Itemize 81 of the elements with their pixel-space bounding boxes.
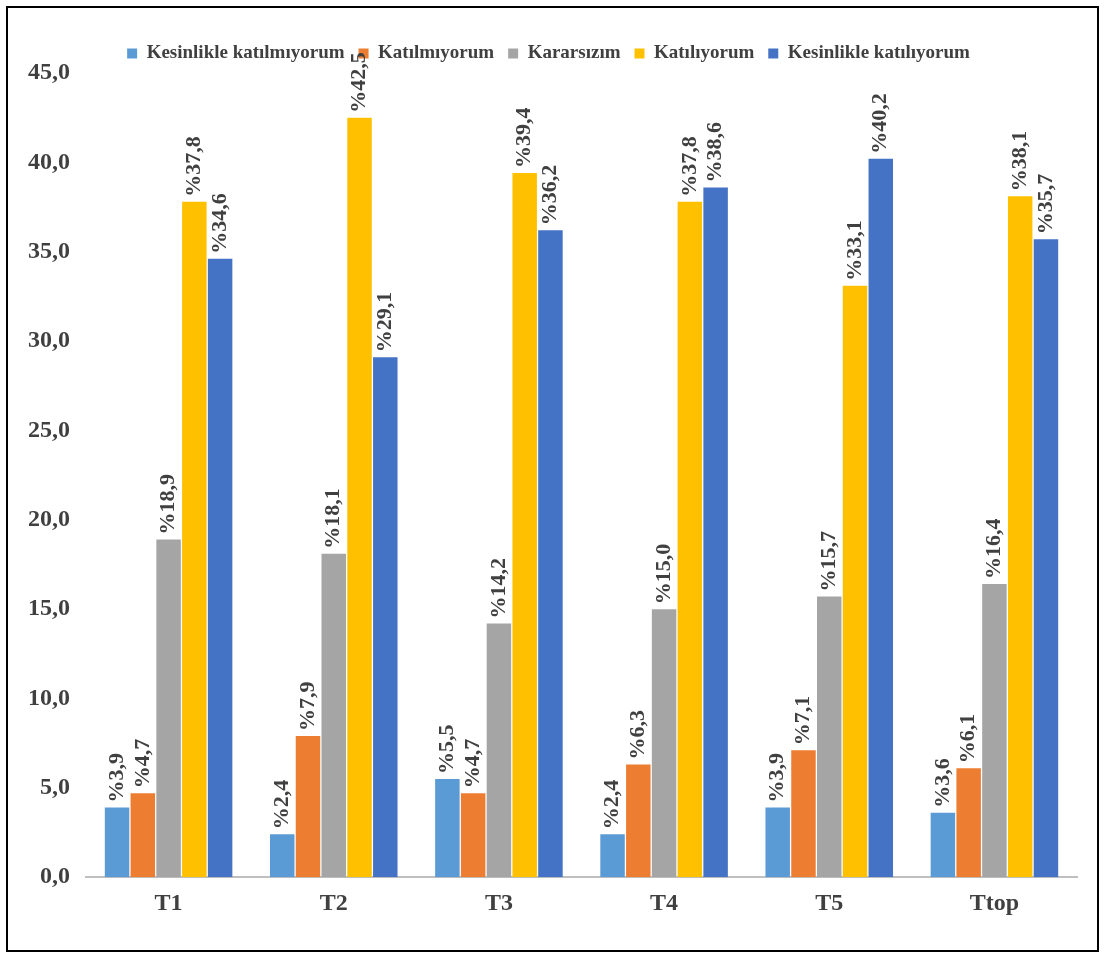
data-label: %14,2 — [484, 557, 510, 619]
data-label: %3,9 — [763, 753, 789, 803]
data-label: %4,7 — [128, 738, 154, 789]
legend-label: Kesinlikle katılmıyorum — [146, 41, 345, 63]
bar — [460, 793, 486, 878]
y-tick-label: 10,0 — [28, 683, 70, 710]
legend-label: Kararsızım — [527, 41, 621, 63]
bar — [435, 778, 460, 878]
bar — [512, 173, 537, 878]
y-tick-label: 45,0 — [28, 58, 70, 85]
data-label: %15,0 — [649, 543, 675, 605]
bar — [207, 258, 233, 878]
data-label: %38,6 — [701, 121, 727, 183]
bar — [868, 158, 894, 878]
x-tick-label: T4 — [650, 888, 679, 915]
data-label: %40,2 — [866, 93, 892, 154]
data-label: %6,3 — [624, 710, 649, 760]
bar — [1033, 239, 1059, 878]
data-label: %18,9 — [154, 473, 180, 535]
data-label: %37,8 — [675, 136, 701, 197]
data-label: %38,1 — [1005, 130, 1031, 192]
bar — [295, 736, 321, 878]
bar — [1007, 196, 1033, 878]
data-label: %7,1 — [789, 695, 815, 746]
x-tick-label: T3 — [484, 888, 513, 915]
bar — [791, 750, 816, 878]
x-tick-label: T2 — [319, 888, 348, 915]
y-tick-label: 15,0 — [28, 594, 70, 621]
bar — [104, 807, 130, 878]
legend-label: Katılmıyorum — [378, 41, 495, 63]
data-label: %15,7 — [814, 531, 840, 592]
data-label: %29,1 — [370, 291, 396, 353]
bar — [538, 230, 563, 878]
x-tick-label: T5 — [815, 888, 844, 915]
bar — [486, 623, 512, 878]
data-label: %42,5 — [345, 52, 371, 113]
y-tick-label: 40,0 — [28, 147, 70, 174]
bar — [156, 539, 181, 878]
data-label: %5,5 — [433, 724, 459, 774]
y-tick-label: 5,0 — [40, 773, 70, 800]
data-label: %36,2 — [536, 164, 562, 226]
bar — [982, 584, 1007, 878]
data-label: %4,7 — [458, 738, 484, 789]
bar — [817, 596, 842, 878]
data-label: %18,1 — [319, 488, 345, 549]
bar — [765, 807, 790, 878]
y-tick-label: 25,0 — [28, 415, 70, 442]
bar — [626, 764, 651, 878]
data-label: %16,4 — [980, 518, 1006, 580]
y-tick-label: 20,0 — [28, 504, 70, 531]
bar — [321, 553, 346, 878]
data-label: %34,6 — [205, 193, 231, 254]
bar — [130, 793, 156, 878]
bar — [373, 357, 398, 878]
data-label: %2,4 — [267, 779, 293, 830]
data-label: %3,6 — [928, 758, 954, 808]
bar — [347, 117, 372, 878]
x-tick-label: Ttop — [969, 888, 1020, 915]
data-label: %6,1 — [954, 713, 980, 764]
bar — [182, 201, 207, 878]
bar — [651, 609, 677, 878]
legend-label: Katılıyorum — [654, 41, 755, 63]
data-label: %37,8 — [180, 136, 206, 197]
data-label: %39,4 — [510, 107, 536, 169]
data-label: %2,4 — [598, 779, 624, 830]
data-label: %35,7 — [1031, 173, 1057, 235]
bar — [956, 768, 981, 878]
legend-label: Kesinlikle katılıyorum — [787, 41, 971, 63]
data-label: %3,9 — [102, 753, 128, 803]
bar — [677, 201, 703, 878]
bar — [600, 834, 625, 878]
bar — [842, 285, 868, 878]
bar — [930, 812, 956, 878]
data-label: %7,9 — [293, 681, 319, 732]
x-tick-label: T1 — [154, 888, 183, 915]
y-tick-label: 30,0 — [28, 326, 70, 353]
y-tick-label: 0,0 — [40, 862, 70, 889]
bar — [269, 834, 295, 878]
y-tick-label: 35,0 — [28, 236, 70, 263]
data-label: %33,1 — [840, 220, 866, 281]
bar — [703, 187, 728, 878]
